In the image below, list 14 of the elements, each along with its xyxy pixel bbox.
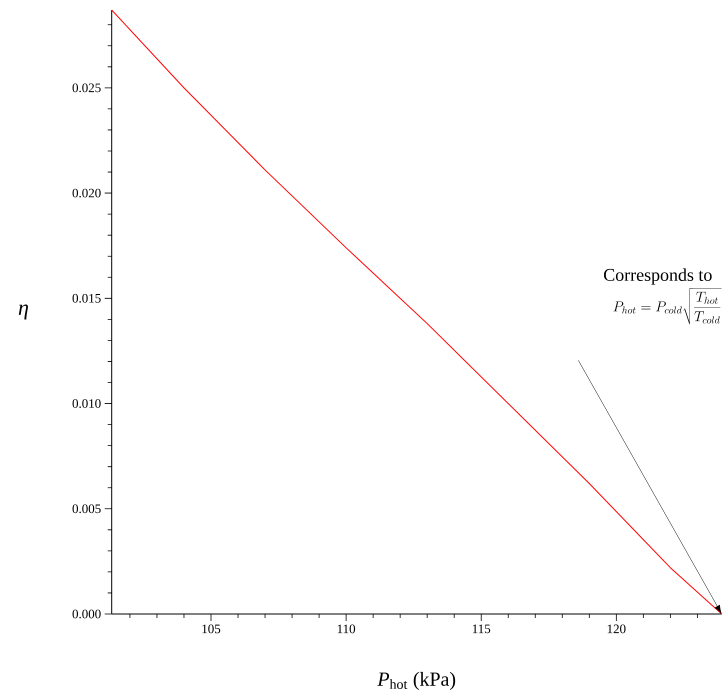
y-axis-title: η [18,304,28,320]
x-axis-title: P$_{hot}$ (kPa) [377,672,456,690]
y-tick-label: 0.000 [72,610,101,618]
y-tick-label: 0.015 [72,294,101,303]
annotation: Corresponds to [604,268,712,285]
y-tick-label: 0.005 [72,504,101,514]
y-tick-label: 0.025 [72,83,101,92]
x-tick-label: 105 [202,624,220,634]
y-tick-label: 0.020 [72,188,101,198]
annotation: $P_{hot} = P_{cold}\sqrt{\frac{T_{hot}}{T_{cold}}}$ [613,288,722,324]
x-tick-label: 110 [338,624,356,634]
y-tick-label: 0.010 [72,399,101,408]
x-tick-label: 120 [608,624,626,634]
x-tick-label: 115 [472,624,490,634]
